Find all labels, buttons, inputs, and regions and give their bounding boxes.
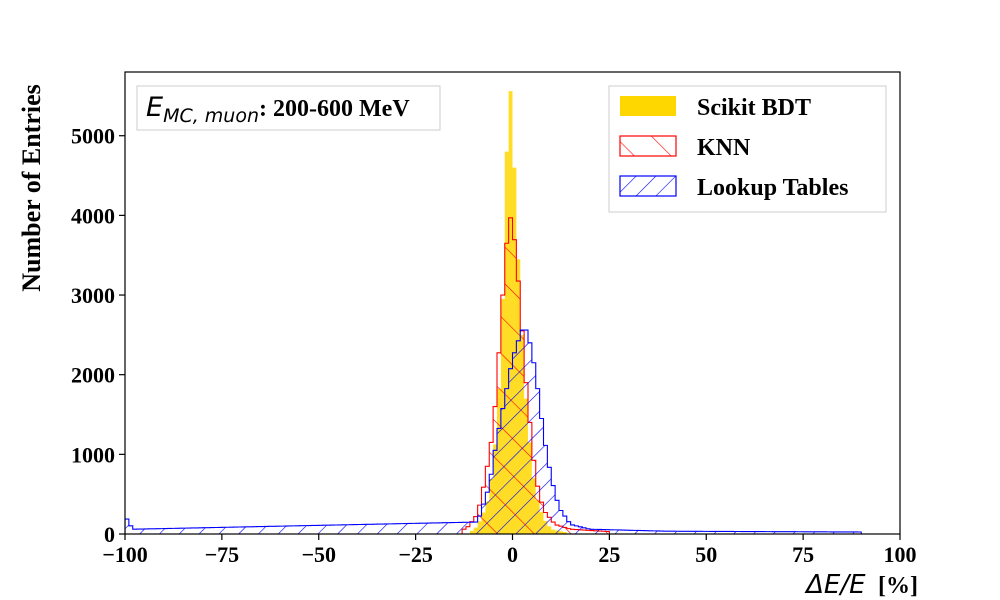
legend: Scikit BDT KNN Lookup Tables (608, 85, 887, 213)
y-tick-label: 1000 (71, 442, 115, 467)
legend-swatch-knn (619, 135, 677, 157)
x-tick-label: −50 (301, 542, 336, 567)
annotation-frame (136, 85, 441, 131)
x-tick-label: −100 (102, 542, 148, 567)
annotation-text: EMC, muon: 200-600 MeV (146, 92, 410, 127)
y-axis-label: Number of Entries (17, 84, 46, 292)
x-axis-label-math: ΔE/E (804, 570, 866, 600)
x-tick-label: 0 (507, 542, 518, 567)
x-axis-label: ΔE/E [%] (804, 570, 918, 600)
y-tick-label: 2000 (71, 363, 115, 388)
annotation-range: : 200-600 MeV (259, 96, 410, 122)
series-lookup-tables (125, 329, 900, 534)
legend-swatch-lookup-tables (619, 175, 677, 197)
series-layer (125, 91, 900, 534)
y-tick-label: 3000 (71, 283, 115, 308)
y-axis: 0 1000 2000 3000 4000 5000 (71, 124, 125, 547)
y-tick-label: 5000 (71, 124, 115, 149)
x-tick-label: 100 (884, 542, 917, 567)
y-tick-label: 4000 (71, 203, 115, 228)
annotation-box: EMC, muon: 200-600 MeV (136, 85, 441, 131)
x-tick-label: −25 (398, 542, 433, 567)
y-tick-label: 0 (104, 522, 115, 547)
legend-label-lookup-tables: Lookup Tables (697, 175, 848, 201)
legend-label-scikit-bdt: Scikit BDT (697, 95, 811, 121)
legend-swatch-scikit-bdt (620, 96, 676, 116)
x-axis: −100 −75 −50 −25 0 25 50 75 100 (102, 534, 917, 567)
x-tick-label: 75 (792, 542, 814, 567)
annotation-subscript: MC, muon (163, 105, 259, 127)
legend-label-knn: KNN (697, 135, 751, 161)
x-axis-label-unit: [%] (878, 573, 918, 599)
x-tick-label: 50 (695, 542, 717, 567)
annotation-math: E (146, 92, 163, 123)
x-tick-label: −75 (205, 542, 240, 567)
x-tick-label: 25 (598, 542, 620, 567)
